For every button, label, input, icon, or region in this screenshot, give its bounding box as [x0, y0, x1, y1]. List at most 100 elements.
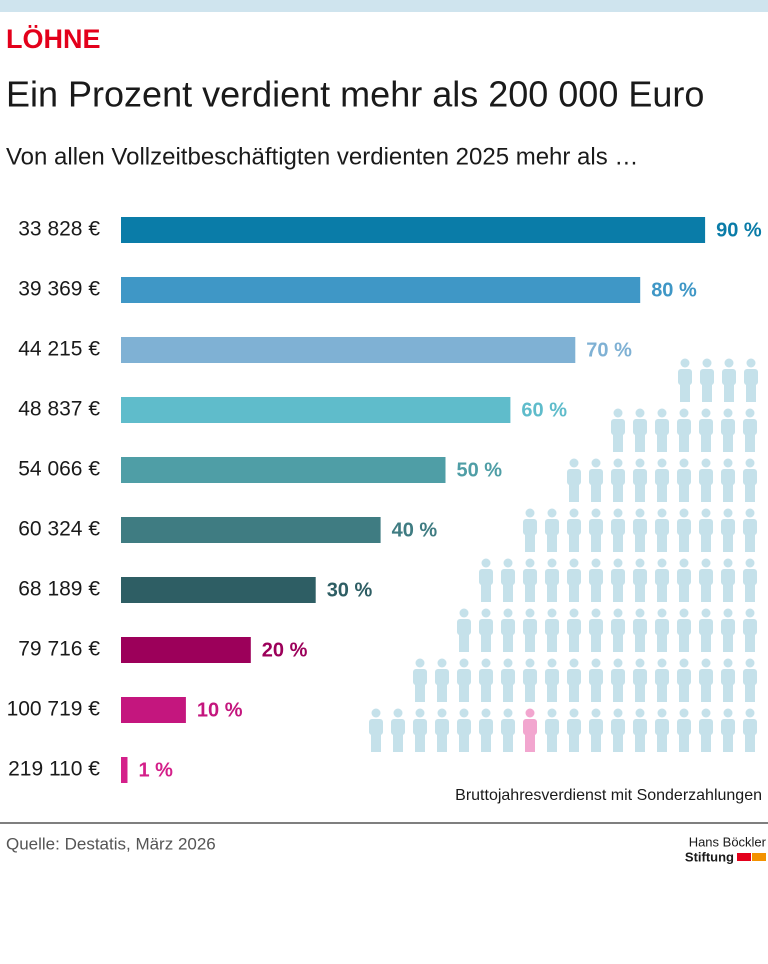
y-tick-label: 79 716 €	[18, 638, 100, 661]
person-head	[569, 658, 579, 668]
person-head	[701, 508, 711, 518]
person-legs	[746, 384, 756, 402]
person-legs	[701, 534, 711, 552]
kicker: LÖHNE	[6, 24, 101, 54]
bar	[121, 697, 186, 723]
person-body	[677, 469, 691, 485]
person-legs	[525, 634, 535, 652]
person-head	[547, 608, 557, 618]
value-label: 60 %	[521, 399, 567, 421]
person-body	[435, 669, 449, 685]
person-body	[633, 519, 647, 535]
person-legs	[701, 484, 711, 502]
person-legs	[569, 484, 579, 502]
person-head	[723, 408, 733, 418]
person-body	[633, 719, 647, 735]
person-body	[699, 669, 713, 685]
person-head	[635, 508, 645, 518]
person-body	[457, 669, 471, 685]
person-legs	[415, 734, 425, 752]
person-body	[655, 719, 669, 735]
person-legs	[613, 684, 623, 702]
logo-line: Hans Böckler	[689, 834, 767, 849]
person-body	[589, 469, 603, 485]
person-legs	[657, 484, 667, 502]
person-head	[569, 708, 579, 718]
person-legs	[745, 634, 755, 652]
value-label: 20 %	[262, 639, 308, 661]
person-legs	[701, 584, 711, 602]
person-legs	[679, 634, 689, 652]
logo-line: Stiftung	[685, 849, 734, 864]
person-head	[415, 658, 425, 668]
value-label: 50 %	[457, 459, 503, 481]
person-legs	[415, 684, 425, 702]
person-head	[745, 458, 755, 468]
person-legs	[657, 734, 667, 752]
person-head	[745, 608, 755, 618]
person-legs	[525, 534, 535, 552]
person-body	[567, 669, 581, 685]
person-head	[503, 608, 513, 618]
person-head	[613, 508, 623, 518]
person-body	[655, 469, 669, 485]
person-body	[677, 719, 691, 735]
person-legs	[679, 434, 689, 452]
person-body	[523, 719, 537, 735]
person-head	[393, 708, 403, 718]
person-head	[569, 608, 579, 618]
note: Bruttojahresverdienst mit Sonderzahlunge…	[455, 787, 762, 804]
person-body	[721, 719, 735, 735]
person-head	[481, 608, 491, 618]
person-body	[589, 669, 603, 685]
person-legs	[525, 734, 535, 752]
person-legs	[503, 684, 513, 702]
person-head	[745, 658, 755, 668]
person-body	[744, 369, 758, 385]
person-body	[721, 519, 735, 535]
person-legs	[613, 584, 623, 602]
person-head	[459, 658, 469, 668]
y-tick-label: 219 110 €	[8, 758, 100, 781]
person-body	[721, 669, 735, 685]
y-tick-label: 54 066 €	[18, 458, 100, 481]
person-body	[721, 619, 735, 635]
person-legs	[569, 584, 579, 602]
person-head	[657, 408, 667, 418]
person-body	[743, 569, 757, 585]
person-legs	[503, 734, 513, 752]
person-legs	[701, 634, 711, 652]
person-head	[679, 608, 689, 618]
person-body	[413, 719, 427, 735]
person-legs	[723, 734, 733, 752]
person-legs	[679, 734, 689, 752]
person-body	[545, 619, 559, 635]
person-body	[721, 419, 735, 435]
person-legs	[745, 584, 755, 602]
person-legs	[613, 434, 623, 452]
person-head	[591, 508, 601, 518]
person-head	[723, 508, 733, 518]
person-legs	[635, 584, 645, 602]
person-head	[503, 558, 513, 568]
person-head	[745, 708, 755, 718]
person-body	[699, 619, 713, 635]
person-legs	[635, 634, 645, 652]
person-legs	[591, 634, 601, 652]
person-head	[679, 458, 689, 468]
y-tick-label: 48 837 €	[18, 398, 100, 421]
person-head	[613, 408, 623, 418]
person-head	[657, 558, 667, 568]
person-body	[677, 569, 691, 585]
person-head	[723, 558, 733, 568]
person-legs	[745, 534, 755, 552]
person-body	[655, 669, 669, 685]
person-head	[525, 658, 535, 668]
person-legs	[745, 684, 755, 702]
person-legs	[657, 434, 667, 452]
person-head	[569, 458, 579, 468]
person-body	[501, 569, 515, 585]
person-legs	[613, 634, 623, 652]
person-legs	[679, 534, 689, 552]
person-head	[481, 708, 491, 718]
